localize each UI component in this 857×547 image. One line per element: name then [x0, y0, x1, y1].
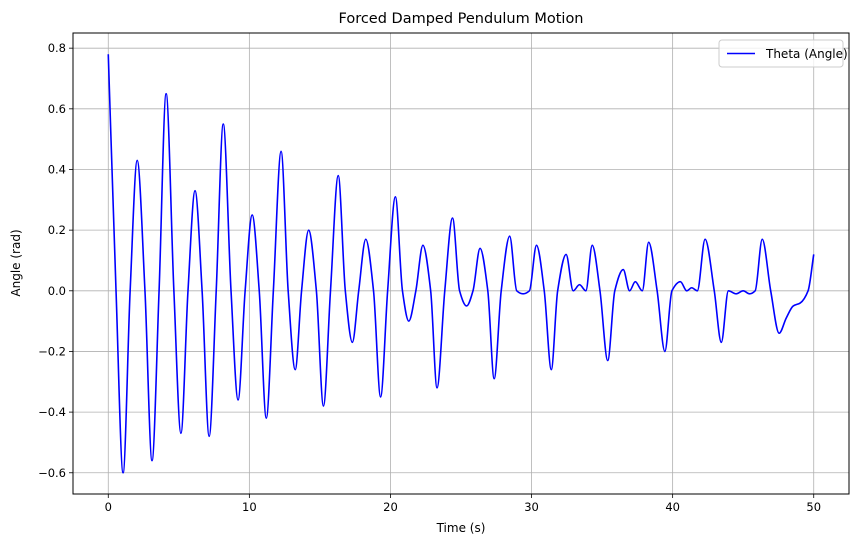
- y-tick-label: −0.6: [38, 466, 66, 480]
- legend-label: Theta (Angle): [765, 47, 848, 61]
- y-tick-label: −0.4: [38, 405, 66, 419]
- x-axis-label: Time (s): [436, 521, 486, 535]
- x-tick-label: 50: [806, 500, 821, 514]
- y-tick-label: 0.4: [48, 162, 66, 176]
- x-tick-label: 0: [105, 500, 112, 514]
- x-tick-label: 30: [524, 500, 539, 514]
- x-tick-label: 20: [383, 500, 398, 514]
- y-tick-label: 0.8: [48, 41, 66, 55]
- x-tick-label: 40: [665, 500, 680, 514]
- x-tick-label: 10: [242, 500, 257, 514]
- y-tick-label: 0.6: [48, 102, 66, 116]
- y-tick-label: −0.2: [38, 344, 66, 358]
- y-axis-label: Angle (rad): [9, 229, 23, 296]
- y-tick-label: 0.2: [48, 223, 66, 237]
- chart-title: Forced Damped Pendulum Motion: [339, 11, 584, 27]
- y-tick-label: 0.0: [48, 284, 66, 298]
- legend: Theta (Angle): [719, 40, 848, 67]
